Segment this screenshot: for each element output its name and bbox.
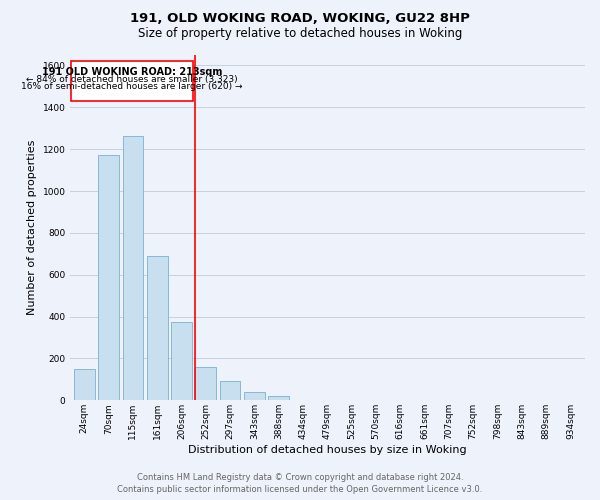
Bar — [147, 256, 167, 400]
Bar — [220, 381, 241, 400]
Bar — [171, 322, 192, 400]
Bar — [74, 369, 95, 400]
X-axis label: Distribution of detached houses by size in Woking: Distribution of detached houses by size … — [188, 445, 467, 455]
Bar — [122, 136, 143, 400]
FancyBboxPatch shape — [71, 62, 193, 101]
Y-axis label: Number of detached properties: Number of detached properties — [27, 140, 37, 316]
Text: 16% of semi-detached houses are larger (620) →: 16% of semi-detached houses are larger (… — [21, 82, 242, 91]
Text: 191 OLD WOKING ROAD: 213sqm: 191 OLD WOKING ROAD: 213sqm — [41, 66, 222, 76]
Text: ← 84% of detached houses are smaller (3,323): ← 84% of detached houses are smaller (3,… — [26, 75, 238, 84]
Text: Size of property relative to detached houses in Woking: Size of property relative to detached ho… — [138, 28, 462, 40]
Bar — [244, 392, 265, 400]
Bar — [268, 396, 289, 400]
Bar — [196, 367, 216, 400]
Text: Contains HM Land Registry data © Crown copyright and database right 2024.
Contai: Contains HM Land Registry data © Crown c… — [118, 472, 482, 494]
Text: 191, OLD WOKING ROAD, WOKING, GU22 8HP: 191, OLD WOKING ROAD, WOKING, GU22 8HP — [130, 12, 470, 26]
Bar — [98, 156, 119, 400]
